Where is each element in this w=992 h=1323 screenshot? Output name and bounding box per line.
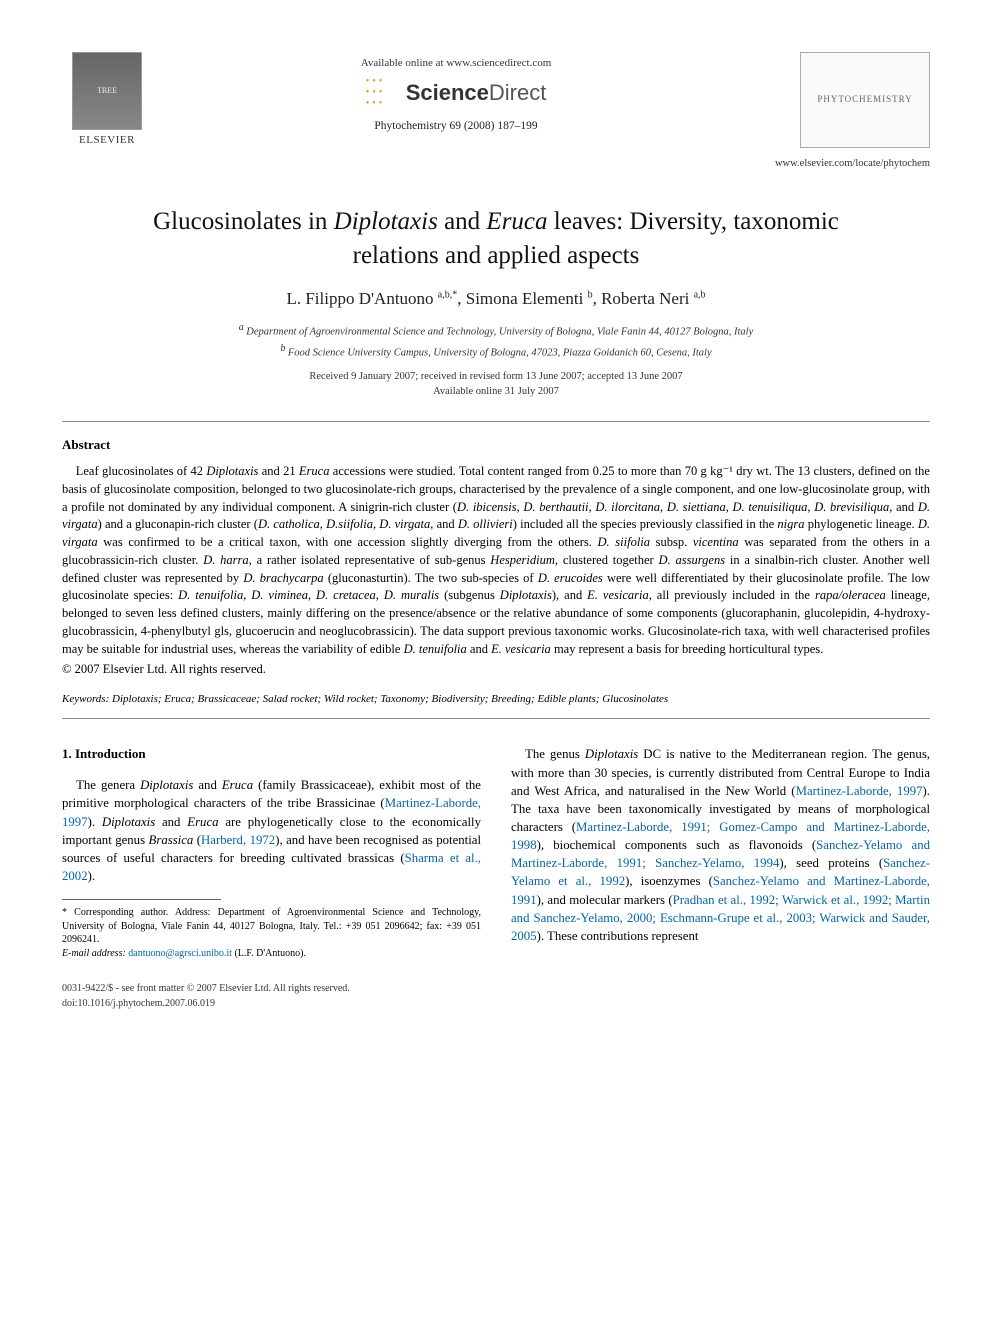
title-italic: Eruca <box>486 208 547 235</box>
body-columns: 1. Introduction The genera Diplotaxis an… <box>62 745 930 960</box>
center-header: Available online at www.sciencedirect.co… <box>152 52 760 135</box>
journal-reference: Phytochemistry 69 (2008) 187–199 <box>152 118 760 135</box>
intro-paragraph-right: The genus Diplotaxis DC is native to the… <box>511 745 930 945</box>
affiliation-text: Department of Agroenvironmental Science … <box>246 327 753 338</box>
affiliation-a: a Department of Agroenvironmental Scienc… <box>62 321 930 340</box>
author-name: L. Filippo D'Antuono <box>286 289 437 308</box>
email-footnote: E-mail address: dantuono@agrsci.unibo.it… <box>62 947 481 961</box>
authors-line: L. Filippo D'Antuono a,b,*, Simona Eleme… <box>62 287 930 312</box>
footnote-separator <box>62 899 221 900</box>
email-who: (L.F. D'Antuono). <box>234 948 306 959</box>
available-online-text: Available online at www.sciencedirect.co… <box>152 56 760 72</box>
keywords-line: Keywords: Diplotaxis; Eruca; Brassicacea… <box>62 692 930 708</box>
author-name: , Roberta Neri <box>593 289 694 308</box>
publisher-label: ELSEVIER <box>79 133 135 149</box>
article-dates: Received 9 January 2007; received in rev… <box>62 369 930 399</box>
author-affil-sup: a,b <box>694 289 706 300</box>
corresponding-author-footnote: * Corresponding author. Address: Departm… <box>62 906 481 947</box>
right-column: The genus Diplotaxis DC is native to the… <box>511 745 930 960</box>
received-date: Received 9 January 2007; received in rev… <box>62 369 930 384</box>
affiliation-b: b Food Science University Campus, Univer… <box>62 342 930 361</box>
abstract-heading: Abstract <box>62 436 930 455</box>
publisher-logo-block: TREE ELSEVIER <box>62 52 152 149</box>
elsevier-tree-icon: TREE <box>72 52 142 130</box>
keywords-list: Diplotaxis; Eruca; Brassicaceae; Salad r… <box>109 693 668 705</box>
locate-url: www.elsevier.com/locate/phytochem <box>760 156 930 171</box>
sciencedirect-dots-icon <box>366 76 400 110</box>
left-column: 1. Introduction The genera Diplotaxis an… <box>62 745 481 960</box>
title-italic: Diplotaxis <box>334 208 438 235</box>
journal-cover-icon: PHYTOCHEMISTRY <box>800 52 930 148</box>
title-part: Glucosinolates in <box>153 208 334 235</box>
author-name: , Simona Elementi <box>457 289 587 308</box>
doi-line: doi:10.1016/j.phytochem.2007.06.019 <box>62 997 930 1012</box>
keywords-label: Keywords: <box>62 693 109 705</box>
email-address[interactable]: dantuono@agrsci.unibo.it <box>126 948 235 959</box>
front-matter-line: 0031-9422/$ - see front matter © 2007 El… <box>62 982 930 997</box>
page-footer: 0031-9422/$ - see front matter © 2007 El… <box>62 982 930 1011</box>
intro-paragraph-left: The genera Diplotaxis and Eruca (family … <box>62 776 481 885</box>
sciencedirect-logo: ScienceDirect <box>366 76 547 110</box>
affiliation-text: Food Science University Campus, Universi… <box>288 348 712 359</box>
copyright-line: © 2007 Elsevier Ltd. All rights reserved… <box>62 660 930 678</box>
divider <box>62 421 930 422</box>
online-date: Available online 31 July 2007 <box>62 384 930 399</box>
title-part: and <box>438 208 487 235</box>
abstract-body: Leaf glucosinolates of 42 Diplotaxis and… <box>62 463 930 658</box>
author-affil-sup: a,b,* <box>438 289 457 300</box>
email-label: E-mail address: <box>62 948 126 959</box>
divider <box>62 718 930 719</box>
article-title: Glucosinolates in Diplotaxis and Eruca l… <box>122 205 870 273</box>
section-heading: 1. Introduction <box>62 745 481 764</box>
right-header: PHYTOCHEMISTRY www.elsevier.com/locate/p… <box>760 52 930 171</box>
sciencedirect-wordmark: ScienceDirect <box>406 77 547 109</box>
header-row: TREE ELSEVIER Available online at www.sc… <box>62 52 930 171</box>
